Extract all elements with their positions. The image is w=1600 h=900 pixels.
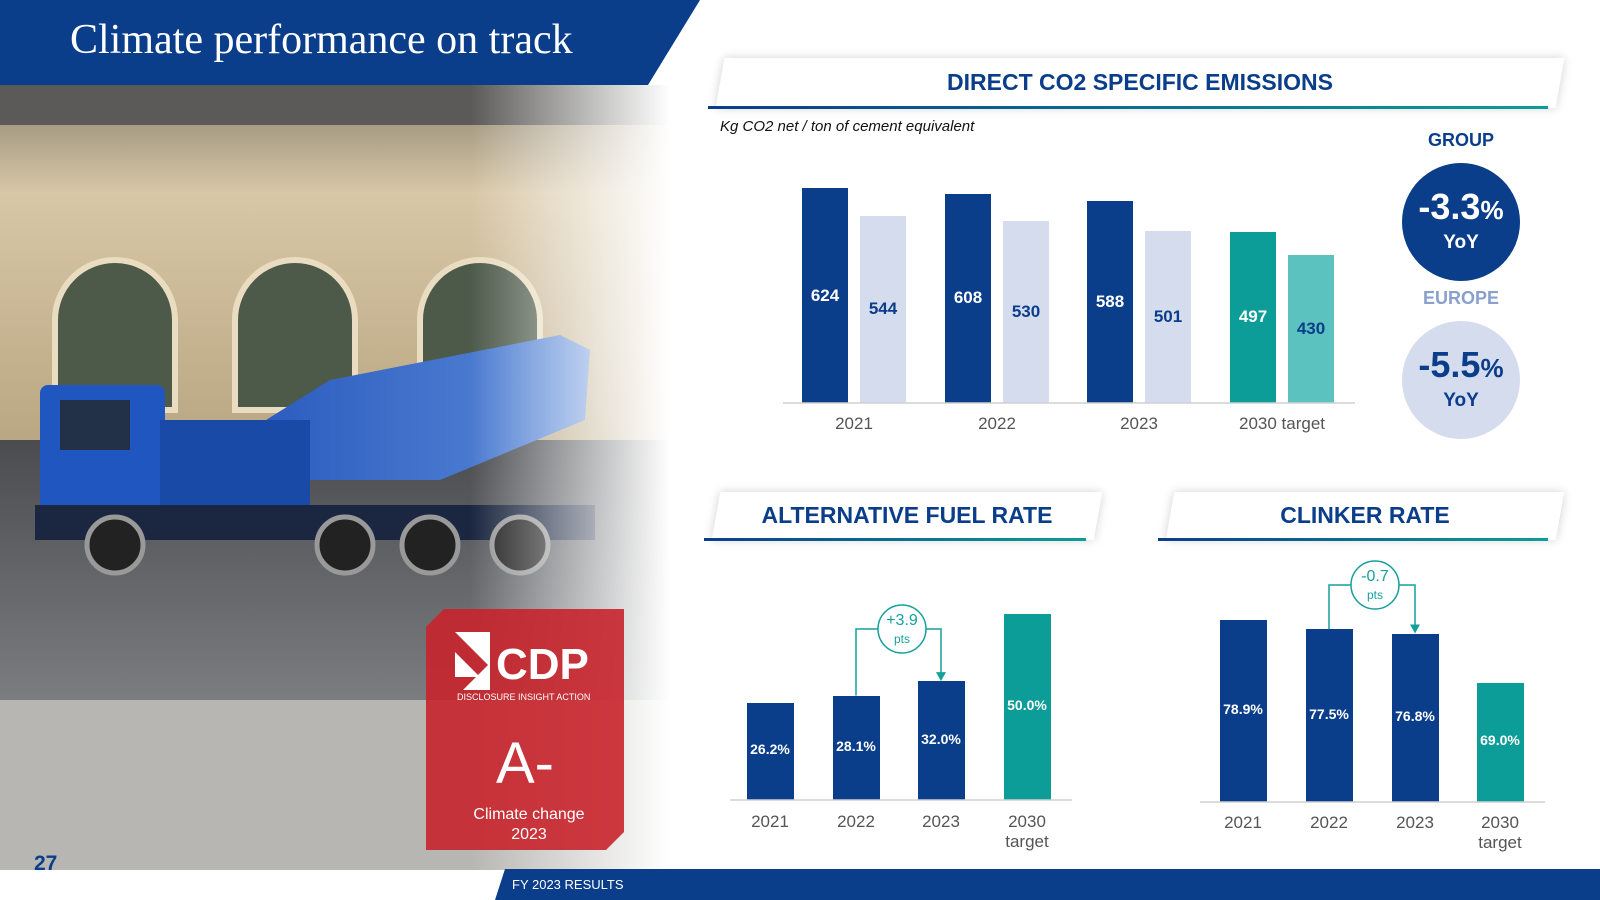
value-label: 530 xyxy=(1011,301,1041,321)
x-tick-label: 2023 xyxy=(1120,414,1158,433)
annotation-line xyxy=(926,628,942,674)
annotation-unit: pts xyxy=(1367,588,1383,602)
kpi-label: EUROPE xyxy=(1422,288,1500,308)
annotation-circle xyxy=(877,604,927,654)
annotation-unit: pts xyxy=(894,632,910,646)
value-label: 430 xyxy=(1296,318,1326,338)
x-tick-label: 2022 xyxy=(978,414,1016,433)
badge-score: A- xyxy=(496,731,554,796)
x-tick-label: 2022 xyxy=(1310,813,1348,832)
footer-text: FY 2023 RESULTS xyxy=(512,877,624,892)
value-label: 26.2% xyxy=(750,741,790,758)
badge-brand: CDP xyxy=(496,640,589,689)
bar xyxy=(1003,220,1049,403)
x-tick-label: 2030 target xyxy=(1478,813,1522,852)
x-tick-label: 2030 target xyxy=(1005,812,1049,851)
kpi-value: -3.3 xyxy=(1418,186,1481,227)
chart-title: ALTERNATIVE FUEL RATE xyxy=(761,502,1053,528)
value-label: 77.5% xyxy=(1309,705,1349,722)
kpi-value-row: -3.3% xyxy=(1402,186,1520,228)
bar xyxy=(1219,620,1267,802)
x-tick-label: 2021 xyxy=(751,812,789,831)
bar xyxy=(860,215,906,403)
slide-title: Climate performance on track xyxy=(70,17,573,63)
bar xyxy=(1230,231,1276,403)
x-tick-label: 2023 xyxy=(922,812,960,831)
annotation-arrow xyxy=(1410,624,1420,634)
value-label: 78.9% xyxy=(1223,701,1263,718)
bar xyxy=(832,695,880,800)
value-label: 497 xyxy=(1238,307,1268,327)
value-label: 50.0% xyxy=(1007,697,1047,714)
bar xyxy=(802,188,848,403)
value-label: 76.8% xyxy=(1395,707,1435,724)
kpi-unit: % xyxy=(1480,353,1504,383)
bar xyxy=(945,193,991,403)
bar xyxy=(1145,230,1191,403)
value-label: 588 xyxy=(1095,291,1125,311)
chart-title: DIRECT CO2 SPECIFIC EMISSIONS xyxy=(947,69,1333,95)
value-label: 624 xyxy=(810,285,840,305)
title-underline xyxy=(708,106,1548,109)
annotation-line xyxy=(1399,584,1416,626)
annotation-circle xyxy=(1350,560,1400,610)
kpi-period: YoY xyxy=(1443,390,1479,411)
value-label: 69.0% xyxy=(1480,732,1520,749)
value-label: 544 xyxy=(868,299,898,319)
value-label: 32.0% xyxy=(921,730,961,747)
x-tick-label: 2030 target xyxy=(1238,414,1325,433)
kpi-value: -5.5 xyxy=(1418,344,1481,385)
cdp-logo xyxy=(455,632,490,690)
x-tick-label: 2023 xyxy=(1396,813,1434,832)
value-label: 608 xyxy=(953,288,983,308)
bar xyxy=(1391,633,1439,802)
bar xyxy=(1476,682,1524,802)
chart-title: CLINKER RATE xyxy=(1280,502,1450,528)
bar xyxy=(746,702,794,800)
bar xyxy=(1087,200,1133,403)
annotation-value: -0.7 xyxy=(1361,568,1389,585)
bar xyxy=(917,681,965,800)
kpi-value-row: -5.5% xyxy=(1402,344,1520,386)
badge-caption: Climate change 2023 xyxy=(473,806,585,843)
chart-subtitle: Kg CO2 net / ton of cement equivalent xyxy=(720,118,975,135)
x-tick-label: 2022 xyxy=(837,812,875,831)
kpi-unit: % xyxy=(1480,195,1504,225)
bar xyxy=(1003,614,1051,800)
annotation-value: +3.9 xyxy=(886,612,918,629)
annotation-line xyxy=(1328,584,1351,630)
bar xyxy=(1305,629,1353,802)
x-tick-label: 2021 xyxy=(1224,813,1262,832)
kpi-label: GROUP xyxy=(1427,130,1494,150)
value-label: 28.1% xyxy=(836,737,876,754)
title-underline xyxy=(704,538,1086,541)
title-underline xyxy=(1158,538,1548,541)
annotation-line xyxy=(855,628,878,696)
kpi-period: YoY xyxy=(1443,232,1479,253)
annotation-arrow xyxy=(936,672,946,682)
badge-tagline: DISCLOSURE INSIGHT ACTION xyxy=(457,692,591,702)
page-number: 27 xyxy=(34,852,58,875)
bar xyxy=(1288,254,1334,403)
x-tick-label: 2021 xyxy=(835,414,873,433)
kpi-circle xyxy=(1402,163,1520,281)
kpi-circle xyxy=(1402,321,1520,439)
value-label: 501 xyxy=(1153,306,1183,326)
